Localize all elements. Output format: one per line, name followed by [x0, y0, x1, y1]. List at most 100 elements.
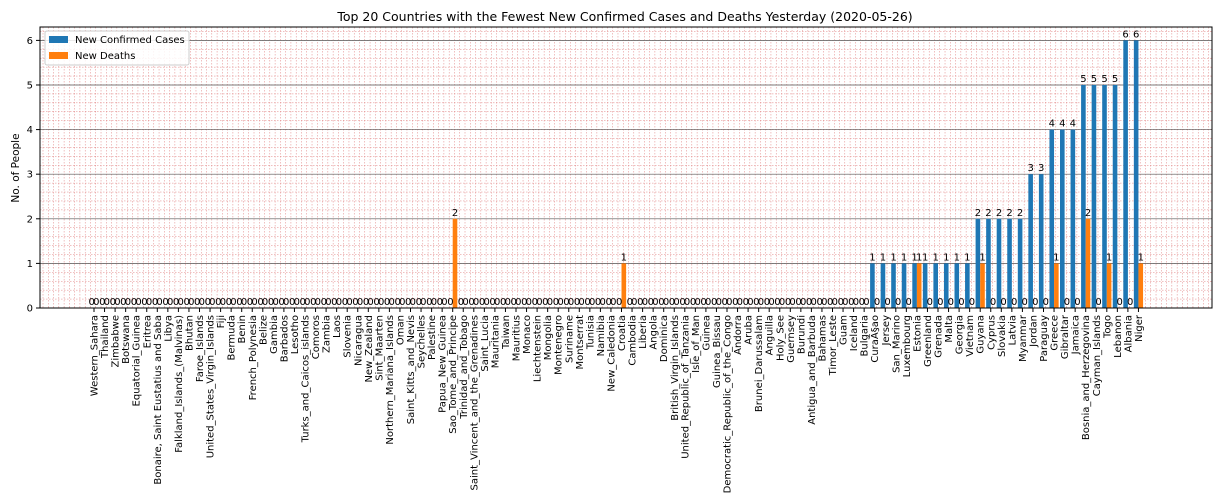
x-tick-label: Mauritania: [490, 315, 501, 368]
x-tick-label: Bahamas: [817, 315, 828, 362]
value-label-cases: 4: [1070, 119, 1076, 130]
x-tick-label: Taiwan: [501, 315, 512, 350]
bar-cases: [1070, 129, 1076, 308]
value-label-deaths: 0: [167, 297, 173, 308]
x-tick-label: United_States_Virgin_Islands: [206, 315, 217, 458]
x-tick-label: Togo: [1102, 315, 1113, 339]
value-label-deaths: 2: [1085, 208, 1091, 219]
bar-cases: [1028, 174, 1033, 308]
x-tick-label: Niger: [1134, 314, 1145, 342]
value-label-cases: 1: [911, 252, 917, 263]
y-tick-label: 6: [27, 36, 33, 47]
value-label-cases: 2: [1006, 208, 1012, 219]
value-label-cases: 5: [1112, 74, 1118, 85]
x-tick-label: Jordan: [1028, 315, 1039, 348]
x-tick-label: Nicaragua: [353, 315, 364, 366]
value-label-cases: 0: [183, 297, 189, 308]
x-tick-label: Croatia: [617, 315, 628, 351]
value-label-cases: 0: [627, 297, 633, 308]
value-label-deaths: 0: [927, 297, 933, 308]
value-label-deaths: 0: [853, 297, 859, 308]
value-label-cases: 0: [669, 297, 675, 308]
x-tick-label: Montserrat: [575, 315, 586, 370]
bar-cases: [1038, 174, 1044, 308]
value-label-cases: 0: [226, 297, 232, 308]
value-label-deaths: 0: [441, 297, 447, 308]
x-tick-label: Falkland_Islands_(Malvinas): [174, 315, 185, 453]
x-tick-label: Guinea: [701, 315, 712, 350]
value-label-cases: 0: [131, 297, 137, 308]
value-label-deaths: 0: [378, 297, 384, 308]
bar-cases: [880, 263, 886, 308]
value-label-deaths: 0: [230, 297, 236, 308]
x-tick-label: Libya: [163, 315, 174, 342]
bar-cases: [996, 218, 1002, 308]
x-tick-label: Sint_Maarten: [374, 315, 385, 381]
value-label-cases: 1: [922, 252, 928, 263]
value-label-deaths: 0: [600, 297, 606, 308]
x-tick-label: Angola: [649, 315, 660, 350]
legend: New Confirmed Cases New Deaths: [44, 30, 190, 66]
x-tick-label: Albania: [1123, 315, 1134, 352]
value-label-cases: 0: [827, 297, 833, 308]
bar-cases: [933, 263, 938, 308]
x-tick-label: Jersey: [881, 315, 892, 347]
value-label-cases: 0: [342, 297, 348, 308]
value-label-cases: 1: [890, 252, 896, 263]
value-label-deaths: 0: [863, 297, 869, 308]
value-label-deaths: 0: [1116, 297, 1122, 308]
y-axis: 0 1 2 3 4 5 6: [27, 36, 40, 315]
value-label-deaths: 0: [104, 297, 110, 308]
x-tick-label: Trinidad_and_Tobago: [459, 315, 470, 420]
value-label-deaths: 0: [125, 297, 131, 308]
value-label-deaths: 0: [684, 297, 690, 308]
value-label-deaths: 0: [241, 297, 247, 308]
value-label-deaths: 0: [673, 297, 679, 308]
bar-deaths: [621, 263, 627, 308]
bar-cases: [922, 263, 928, 308]
value-label-deaths: 0: [811, 297, 817, 308]
x-tick-label: Luxembourg: [902, 315, 913, 377]
x-tick-label: Monaco: [522, 315, 533, 354]
bar-deaths: [1138, 263, 1144, 308]
value-label-deaths: 0: [1074, 297, 1080, 308]
value-label-cases: 0: [310, 297, 316, 308]
value-label-deaths: 0: [905, 297, 911, 308]
value-label-cases: 1: [880, 252, 886, 263]
value-label-deaths: 0: [325, 297, 331, 308]
value-label-deaths: 0: [589, 297, 595, 308]
x-tick-label: Brunei_Darussalam: [754, 315, 765, 412]
value-label-cases: 0: [300, 297, 306, 308]
x-tick-label: Bhutan: [184, 315, 195, 351]
value-label-deaths: 0: [1095, 297, 1101, 308]
x-tick-label: Paraguay: [1039, 315, 1050, 362]
value-label-deaths: 0: [758, 297, 764, 308]
value-label-deaths: 0: [410, 297, 416, 308]
value-label-deaths: 0: [969, 297, 975, 308]
x-tick-label: Belize: [258, 315, 269, 345]
value-label-cases: 0: [205, 297, 211, 308]
value-label-cases: 3: [1027, 163, 1033, 174]
bar-deaths: [980, 263, 985, 308]
plot-frame: [39, 26, 1213, 309]
x-tick-label: Oman: [395, 315, 406, 345]
value-label-cases: 0: [722, 297, 728, 308]
value-label-deaths: 0: [568, 297, 574, 308]
x-tick-label: Aruba: [744, 315, 755, 345]
bar-cases: [1081, 84, 1086, 308]
x-tick-label: Cambodia: [628, 315, 639, 366]
x-tick-label: Namibia: [596, 315, 607, 356]
value-label-deaths: 0: [135, 297, 141, 308]
value-label-cases: 0: [711, 297, 717, 308]
x-tick-label: Sao_Tome_and_Principe: [448, 315, 459, 434]
x-tick-label: Benin: [237, 315, 248, 343]
x-tick-label: Laos: [332, 315, 343, 338]
x-tick-label: United_Republic_of_Tanzania: [680, 315, 691, 459]
value-label-deaths: 0: [726, 297, 732, 308]
value-label-cases: 0: [616, 297, 622, 308]
value-label-cases: 4: [1059, 119, 1065, 130]
value-label-deaths: 0: [515, 297, 521, 308]
value-label-cases: 0: [257, 297, 263, 308]
value-label-deaths: 0: [156, 297, 162, 308]
value-label-deaths: 0: [895, 297, 901, 308]
